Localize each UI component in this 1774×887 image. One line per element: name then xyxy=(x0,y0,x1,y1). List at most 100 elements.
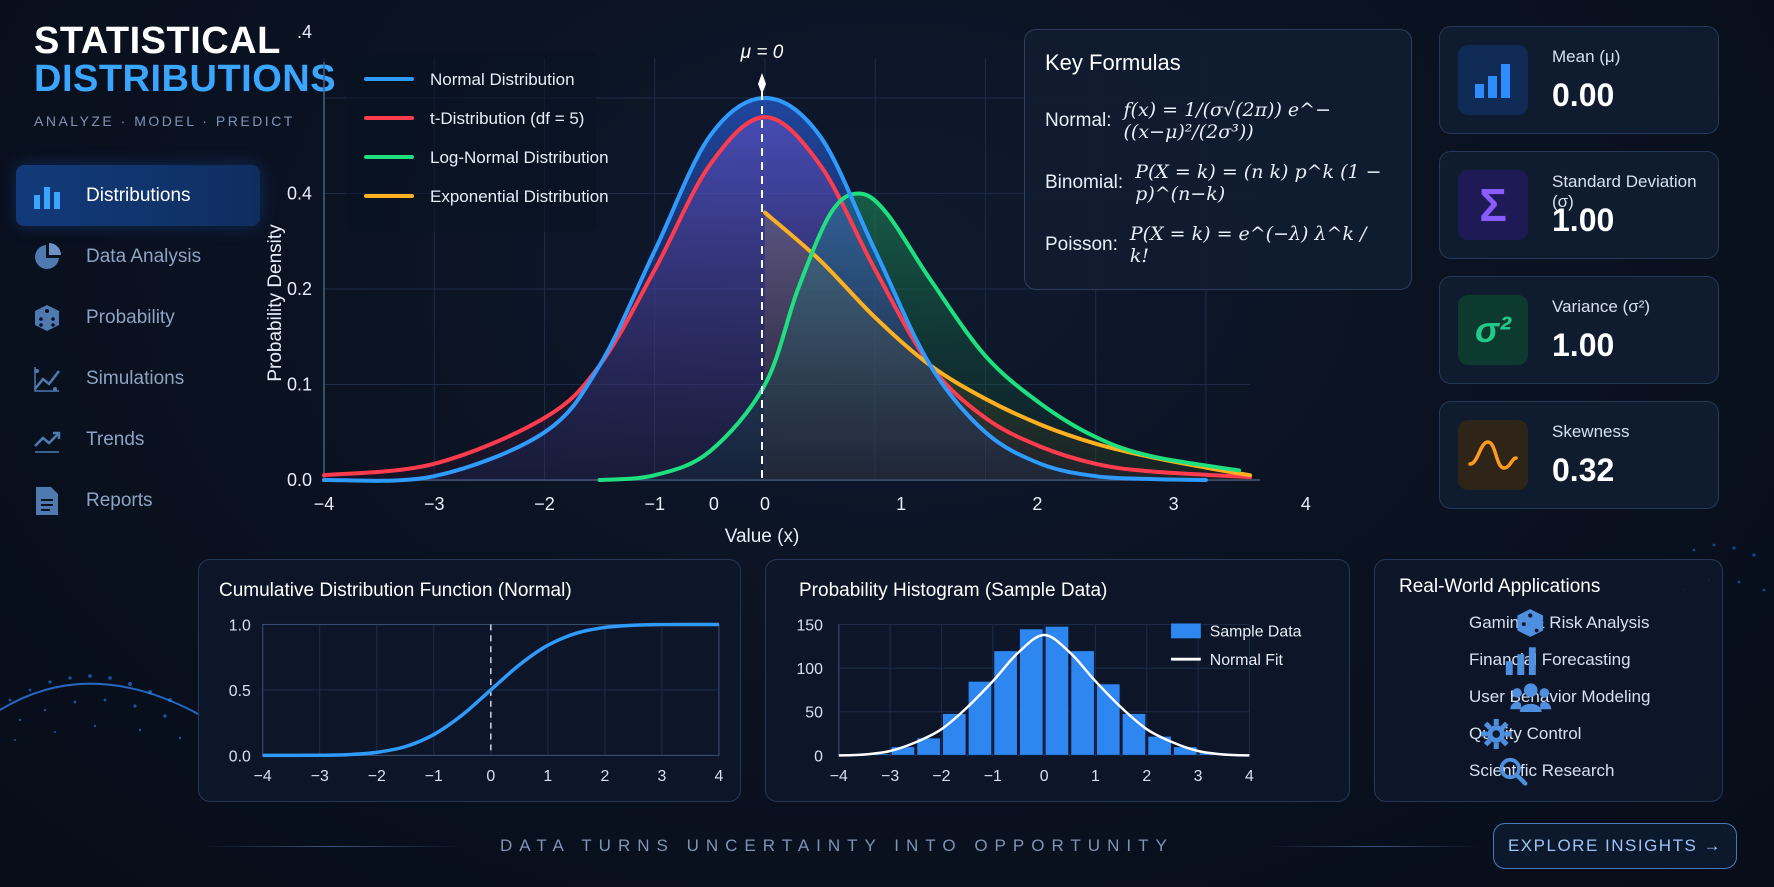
x-tick-label: −1 xyxy=(425,768,443,785)
legend-label: Normal Fit xyxy=(1210,652,1284,669)
x-tick-label: 0 xyxy=(486,768,495,785)
app-item-scientific-research: Scientific Research xyxy=(1411,756,1615,786)
dice-icon xyxy=(32,303,62,333)
app-item-financial: Financial Forecasting xyxy=(1411,645,1631,675)
dice-icon xyxy=(1411,609,1544,637)
normal-fit-line xyxy=(838,633,1250,757)
histogram-bar xyxy=(1018,628,1044,756)
formula-row: Binomial: P(X = k) = (n k) p^k (1 − p)^(… xyxy=(1045,152,1391,214)
sidebar-item-label: Data Analysis xyxy=(86,245,202,267)
document-icon xyxy=(32,486,62,516)
applications-panel: Real-World Applications Gaming & Risk An… xyxy=(1374,559,1723,802)
sidebar-item-label: Distributions xyxy=(86,184,191,206)
cdf-line xyxy=(262,622,719,758)
x-tick-label: −3 xyxy=(311,768,329,785)
y-tick-label: 0.4 xyxy=(287,184,312,204)
legend-label: Normal Distribution xyxy=(430,70,575,89)
formula-expression: P(X = k) = (n k) p^k (1 − p)^(n−k) xyxy=(1135,161,1382,205)
stat-value: 1.00 xyxy=(1552,202,1615,238)
bar-chart-icon xyxy=(32,181,62,211)
x-tick-label: 4 xyxy=(715,768,724,785)
x-tick-label: −1 xyxy=(644,494,665,514)
x-tick-label: 0 xyxy=(709,494,719,514)
explore-insights-button[interactable]: EXPLORE INSIGHTS → xyxy=(1493,823,1737,869)
cdf-panel-title: Cumulative Distribution Function (Normal… xyxy=(219,580,572,601)
formula-card: Key Formulas Normal: f(x) = 1/(σ√(2π)) e… xyxy=(1024,29,1412,290)
footer-divider-right xyxy=(1270,846,1480,847)
y-tick-label: 150 xyxy=(796,617,823,634)
formula-name: Normal: xyxy=(1045,110,1112,131)
cdf-panel: Cumulative Distribution Function (Normal… xyxy=(198,559,741,802)
y-axis-label: Probability Density xyxy=(265,224,286,382)
stat-label: Standard Deviation (σ) xyxy=(1552,172,1697,211)
app-item-quality-control: Quality Control xyxy=(1411,719,1581,749)
x-tick-label: 1 xyxy=(896,494,906,514)
y-tick-label: 0.5 xyxy=(229,683,251,700)
sidebar-item-data-analysis[interactable]: Data Analysis xyxy=(16,226,260,287)
app-tagline: ANALYZE · MODEL · PREDICT xyxy=(34,113,295,129)
histogram-bar xyxy=(993,650,1018,756)
sidebar-item-label: Simulations xyxy=(86,367,185,389)
sidebar-item-distributions[interactable]: Distributions xyxy=(16,165,260,226)
users-icon xyxy=(1411,683,1552,712)
sidebar-item-probability[interactable]: Probability xyxy=(16,287,260,348)
app-item-gaming: Gaming & Risk Analysis xyxy=(1411,608,1649,638)
chart-legend: Normal Distribution t-Distribution (df = … xyxy=(346,52,609,232)
y-tick-label: 0.1 xyxy=(287,375,312,395)
y-tick-label: 0 xyxy=(814,748,823,765)
x-tick-label: 2 xyxy=(1142,768,1151,785)
legend-label: Sample Data xyxy=(1210,623,1302,640)
search-icon xyxy=(1411,757,1528,786)
x-tick-label: −3 xyxy=(881,768,899,785)
app-title-line1: STATISTICAL xyxy=(34,20,281,62)
series-fill xyxy=(324,98,1206,481)
series-line xyxy=(597,191,1241,482)
sidebar-item-label: Reports xyxy=(86,489,153,511)
sidebar-nav: Distributions Data Analysis Probability … xyxy=(16,165,260,531)
sigma-icon: Σ xyxy=(1458,170,1528,240)
legend-swatch xyxy=(1171,623,1201,639)
stat-card-variance: σ² Variance (σ²) 1.00 xyxy=(1439,276,1719,384)
legend-label: t-Distribution (df = 5) xyxy=(430,109,584,128)
x-tick-label: −4 xyxy=(830,768,848,785)
stat-label: Skewness xyxy=(1552,422,1630,441)
formula-expression: f(x) = 1/(σ√(2π)) e^−((x−μ)²/(2σ³)) xyxy=(1123,99,1332,143)
y-tick-label: .4 xyxy=(297,22,312,42)
y-tick-label: 100 xyxy=(796,661,823,678)
x-tick-label: −2 xyxy=(368,768,386,785)
y-tick-label: 1.0 xyxy=(229,617,251,634)
footer-tagline: DATA TURNS UNCERTAINTY INTO OPPORTUNITY xyxy=(500,836,1174,855)
x-tick-label: −2 xyxy=(534,494,555,514)
sidebar-item-simulations[interactable]: Simulations xyxy=(16,348,260,409)
trend-icon xyxy=(32,425,62,455)
sidebar-item-label: Probability xyxy=(86,306,175,328)
x-tick-label: −1 xyxy=(984,768,1002,785)
y-tick-label: 0.0 xyxy=(229,748,251,765)
sigma-squared-icon: σ² xyxy=(1458,295,1528,365)
pie-chart-icon xyxy=(32,242,62,272)
sidebar-item-trends[interactable]: Trends xyxy=(16,409,260,470)
x-tick-label: 1 xyxy=(1091,768,1100,785)
x-tick-label: 3 xyxy=(657,768,666,785)
app-title-line2: DISTRIBUTIONS xyxy=(34,58,337,100)
applications-panel-title: Real-World Applications xyxy=(1399,576,1601,597)
stat-value: 0.00 xyxy=(1552,77,1615,113)
wave-icon xyxy=(1458,420,1528,490)
stat-value: 1.00 xyxy=(1552,327,1615,363)
formula-row: Normal: f(x) = 1/(σ√(2π)) e^−((x−μ)²/(2σ… xyxy=(1045,90,1391,152)
stat-label: Mean (μ) xyxy=(1552,47,1621,66)
stat-card-skewness: Skewness 0.32 xyxy=(1439,401,1719,509)
y-tick-label: 0.0 xyxy=(287,470,312,490)
scatter-icon xyxy=(32,364,62,394)
gear-icon xyxy=(1411,719,1512,749)
histogram-bar xyxy=(1044,625,1070,756)
legend-label: Exponential Distribution xyxy=(430,187,609,206)
bar-chart-icon xyxy=(1458,45,1528,115)
x-tick-label: 2 xyxy=(600,768,609,785)
main-distribution-chart: 0.0 0.1 0.2 0.4 .4 −4 −3 −2 −1 0 0 1 2 3 4 μ = 0 Value… xyxy=(265,18,1420,558)
stat-value: 0.32 xyxy=(1552,452,1615,488)
series-line xyxy=(322,95,1208,483)
wave-decoration xyxy=(0,674,200,741)
x-tick-label: 3 xyxy=(1194,768,1203,785)
sidebar-item-reports[interactable]: Reports xyxy=(16,470,260,531)
